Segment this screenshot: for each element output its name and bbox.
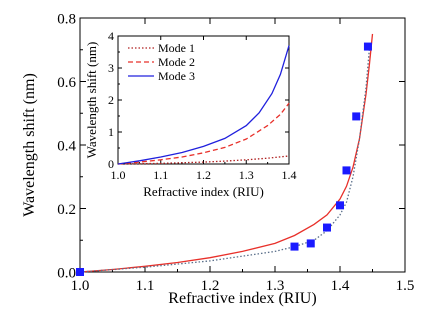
inset-y-tick-label: 1 — [108, 125, 114, 139]
legend-label-mode-1: Mode 1 — [158, 41, 195, 55]
main-y-tick-label: 0.6 — [57, 75, 76, 91]
inset-x-tick-label: 1.2 — [196, 168, 211, 182]
main-x-tick-label: 1.4 — [331, 278, 350, 294]
main-data-point-square — [363, 42, 372, 51]
inset-y-tick-label: 3 — [108, 61, 114, 75]
inset-y-tick-label: 0 — [108, 157, 114, 171]
main-data-point-square — [352, 112, 361, 121]
main-data-point-square — [336, 201, 344, 210]
inset-series-line-mode-3 — [117, 45, 290, 165]
main-data-point-square — [76, 268, 84, 276]
inset-x-tick-label: 1.0 — [111, 168, 126, 182]
main-y-axis-label: Wavelength shift (nm) — [21, 73, 38, 217]
main-y-tick-label: 0.4 — [57, 138, 76, 154]
inset-x-tick-label: 1.3 — [239, 168, 254, 182]
main-data-point-square — [323, 223, 331, 232]
main-x-tick-label: 1.2 — [201, 278, 220, 294]
main-x-tick-label: 1.5 — [396, 278, 415, 294]
main-x-tick-label: 1.0 — [71, 278, 90, 294]
inset-series-line-mode-2 — [117, 102, 290, 165]
inset-y-tick-label: 2 — [108, 93, 114, 107]
main-x-tick-label: 1.1 — [136, 278, 155, 294]
main-x-axis-label: Refractive index (RIU) — [168, 290, 316, 307]
main-y-tick-label: 0.8 — [57, 11, 76, 27]
main-y-tick-label: 0.0 — [57, 265, 76, 281]
inset-x-tick-label: 1.4 — [282, 168, 297, 182]
inset-y-axis-label: Wavelength shift (nm) — [84, 42, 99, 159]
inset-x-tick-label: 1.1 — [153, 168, 168, 182]
legend-label-mode-3: Mode 3 — [158, 69, 195, 83]
legend-label-mode-2: Mode 2 — [158, 55, 195, 69]
inset-y-tick-label: 4 — [108, 29, 114, 43]
inset-plot-frame — [117, 35, 290, 165]
main-data-point-square — [306, 239, 315, 248]
inset-x-axis-label: Refractive index (RIU) — [143, 184, 264, 199]
inset-plot: 1.0 1.1 1.2 1.3 1.4 0 1 2 3 4 Refractive index (RI… — [84, 29, 297, 199]
main-series-line-0 — [79, 33, 374, 273]
main-x-tick-label: 1.3 — [266, 278, 285, 294]
inset-series-line-mode-1 — [117, 155, 290, 165]
main-data-point-square — [342, 166, 351, 175]
main-y-tick-label: 0.2 — [57, 202, 76, 218]
main-data-point-square — [290, 242, 299, 251]
